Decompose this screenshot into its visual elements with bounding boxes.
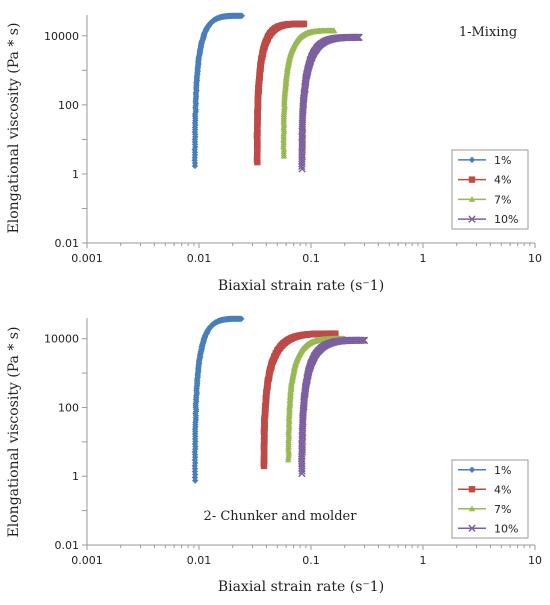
legend-label: 4% (494, 174, 511, 187)
legend-item: 7% (458, 503, 511, 516)
x-tick-label: 0.001 (71, 252, 103, 265)
legend-item: 10% (458, 522, 518, 535)
legend-box (451, 149, 529, 230)
legend-label: 4% (494, 483, 511, 496)
x-tick-label: 0.1 (302, 252, 320, 265)
series-4pct (260, 330, 339, 470)
legend-item: 1% (458, 464, 511, 477)
legend-marker (468, 196, 476, 202)
x-tick-label: 10 (528, 554, 542, 567)
data-point (358, 336, 367, 344)
x-tick-label: 0.01 (187, 554, 212, 567)
data-point (360, 336, 369, 344)
data-point (332, 330, 339, 337)
y-tick-label: 10000 (44, 333, 79, 346)
legend-label: 1% (494, 464, 511, 477)
y-tick-label: 1 (72, 168, 79, 181)
legend-item: 7% (458, 193, 511, 206)
legend-marker (468, 176, 476, 183)
legend-marker (468, 486, 476, 493)
data-point (238, 12, 246, 19)
data-point (300, 20, 308, 28)
y-tick-label: 100 (58, 401, 79, 414)
legend-item: 10% (458, 213, 518, 226)
y-tick-label: 10000 (44, 30, 79, 43)
x-tick-label: 0.1 (302, 554, 320, 567)
legend-label: 7% (494, 193, 511, 206)
x-tick-label: 1 (420, 554, 427, 567)
x-tick-label: 0.01 (187, 252, 212, 265)
x-axis-title: Biaxial strain rate (s⁻1) (218, 579, 384, 595)
y-tick-label: 0.01 (55, 539, 80, 552)
y-tick-label: 100 (58, 99, 79, 112)
legend-item: 4% (458, 174, 511, 187)
legend-marker (468, 505, 476, 512)
legend-marker (468, 156, 476, 164)
y-axis-title: Elongational viscosity (Pa * s) (6, 23, 22, 234)
legend-label: 10% (494, 522, 518, 535)
panel-annotation: 2- Chunker and molder (204, 509, 358, 524)
data-point (238, 315, 245, 322)
legend-marker (468, 215, 476, 223)
legend-item: 4% (458, 483, 511, 496)
legend-label: 7% (494, 503, 511, 516)
legend-marker (468, 524, 476, 532)
legend: 1% 4% 7% 10% (451, 459, 529, 539)
series-7pct (280, 27, 338, 159)
x-tick-label: 10 (528, 252, 542, 265)
series-1pct (191, 315, 245, 484)
legend-box (451, 459, 529, 539)
series-1pct (191, 12, 246, 170)
data-point (191, 477, 199, 484)
legend-label: 1% (494, 154, 511, 167)
legend-item: 1% (458, 154, 511, 167)
series-10pct (298, 33, 363, 173)
y-tick-label: 0.01 (55, 237, 80, 250)
data-point (355, 33, 363, 42)
chart-panel-2: 0.001 0.01 0.1 1 10 0.01 1 100 10000 Elongational… (6, 315, 542, 595)
series-4pct (253, 20, 308, 166)
legend: 1% 4% 7% 10% (451, 149, 529, 230)
legend-marker (468, 466, 476, 473)
legend-label: 10% (494, 213, 518, 226)
data-point (330, 27, 338, 34)
panel-annotation: 1-Mixing (459, 25, 517, 40)
series-10pct (297, 336, 369, 478)
y-tick-label: 1 (72, 470, 79, 483)
x-axis-title: Biaxial strain rate (s⁻1) (218, 278, 384, 294)
y-axis-title: Elongational viscosity (Pa * s) (6, 327, 22, 538)
x-tick-label: 0.001 (71, 554, 103, 567)
chart-panel-1: 0.001 0.01 0.1 1 10 0.01 1 100 10000 Elongational… (6, 12, 542, 294)
x-tick-label: 1 (420, 252, 427, 265)
